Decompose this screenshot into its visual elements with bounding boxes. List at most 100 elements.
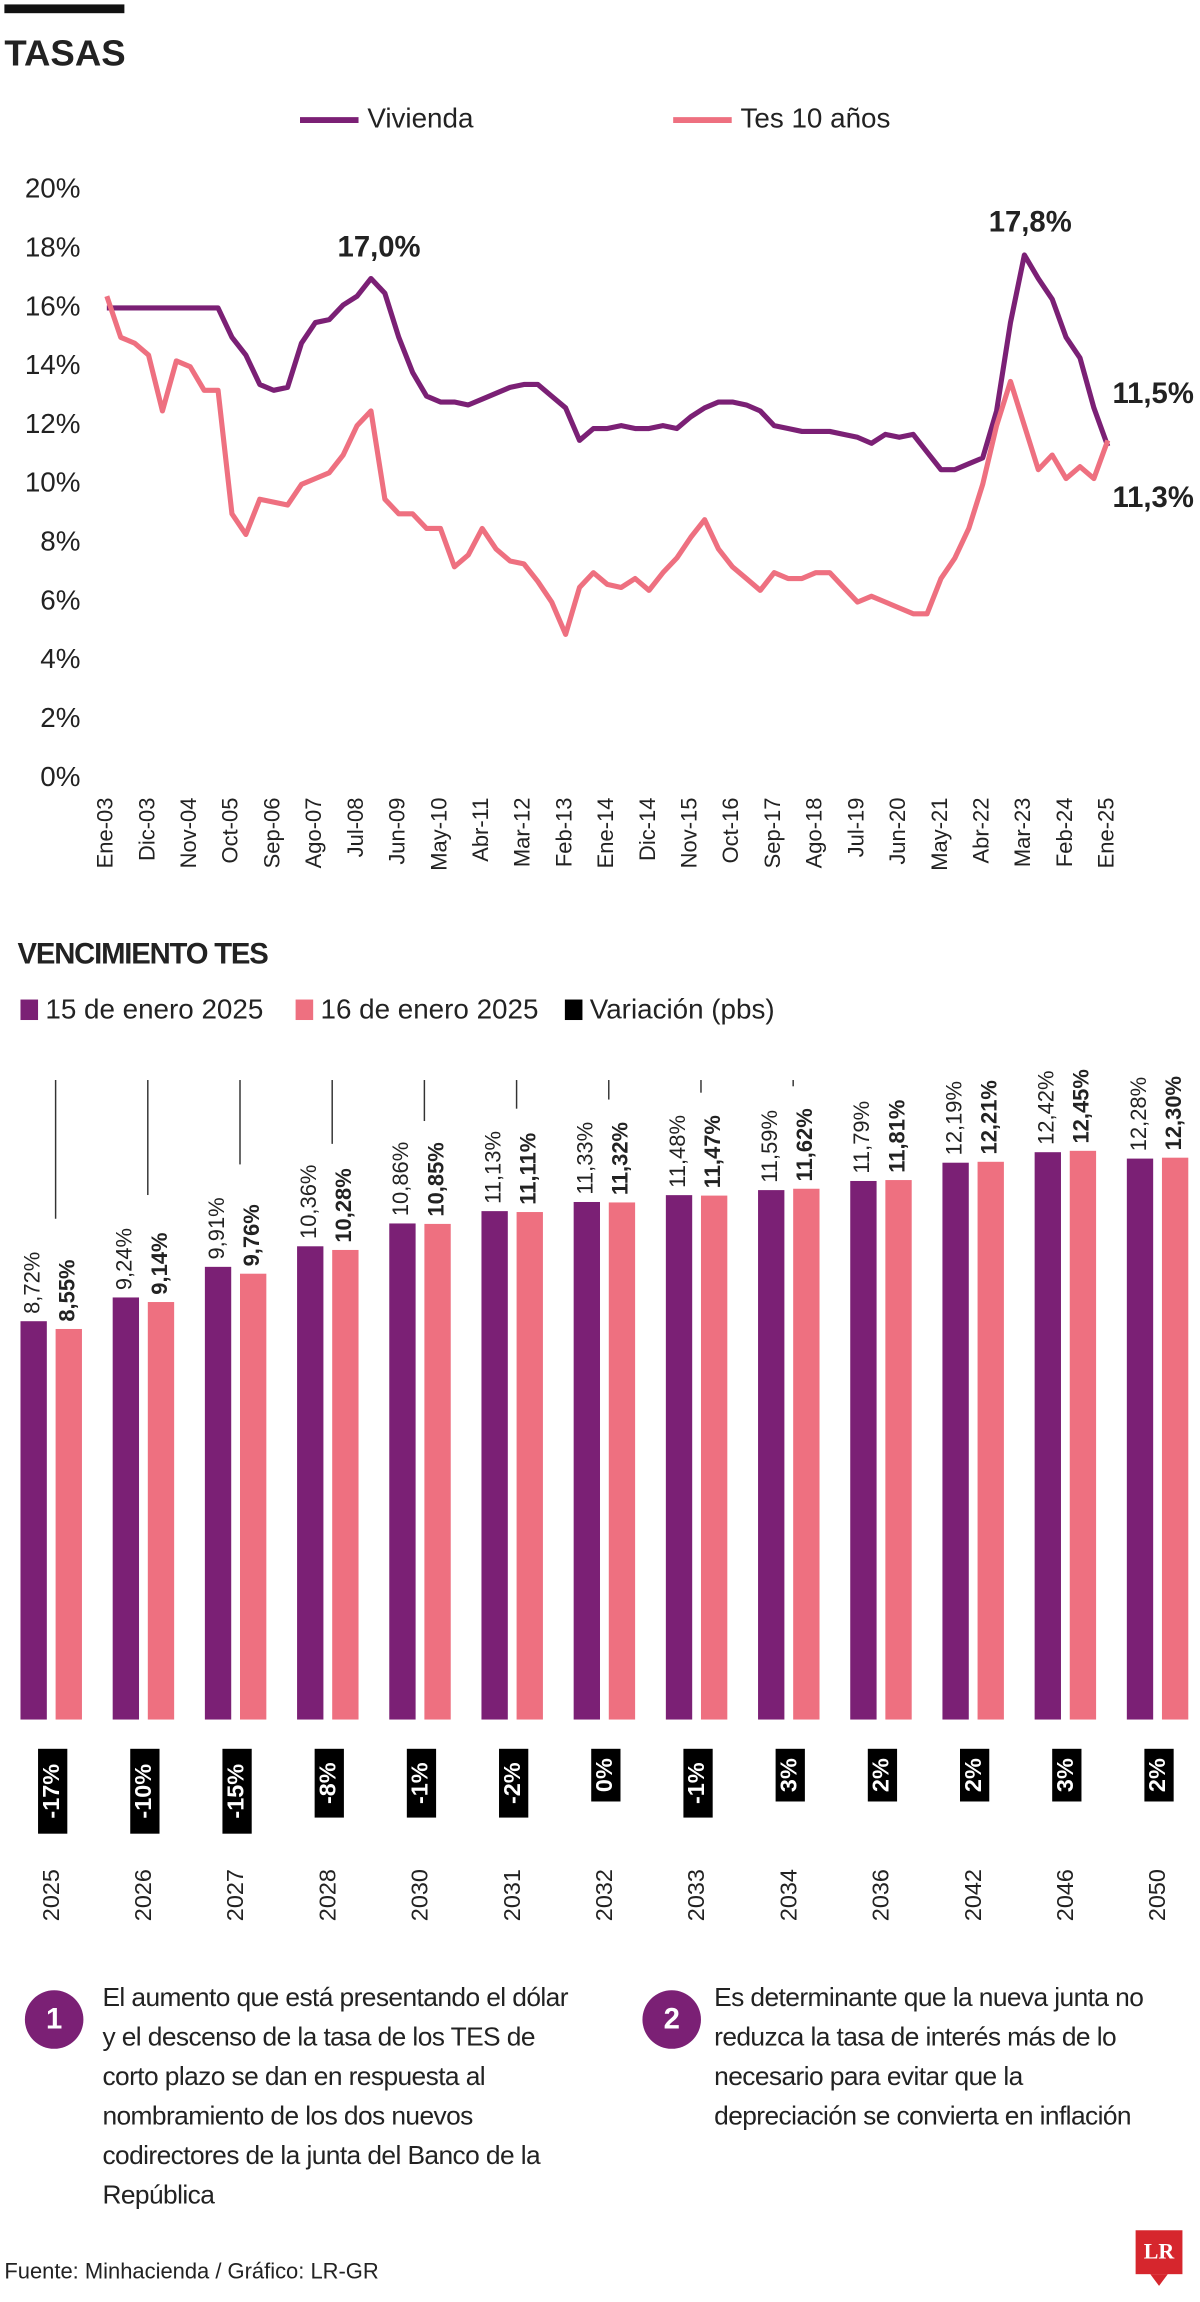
note-text: depreciación se convierta en inflación — [714, 2101, 1131, 2131]
variation-box — [130, 1748, 160, 1834]
note-number: 2 — [664, 2004, 680, 2036]
value-label: 12,21% — [977, 1080, 1002, 1154]
x-tick-label: Oct-16 — [718, 798, 743, 864]
value-label: 10,86% — [388, 1142, 413, 1216]
x-tick-label: Abr-11 — [468, 798, 493, 862]
x-tick-label: 2031 — [499, 1869, 525, 1921]
bar — [573, 1201, 600, 1720]
value-label: 10,85% — [423, 1142, 448, 1216]
x-tick-label: Nov-15 — [677, 798, 702, 869]
value-label: 12,19% — [941, 1081, 966, 1155]
variation-box — [499, 1748, 529, 1818]
source: Fuente: Minhacienda / Gráfico: LR-GR — [4, 2259, 378, 2284]
x-tick-label: 2050 — [1144, 1869, 1170, 1921]
bar — [608, 1202, 636, 1720]
x-tick-label: 2033 — [683, 1869, 709, 1921]
value-label: 9,91% — [204, 1197, 229, 1259]
legend-label: 15 de enero 2025 — [45, 994, 263, 1025]
value-label: 11,11% — [516, 1133, 541, 1205]
variation-label: -2% — [499, 1762, 525, 1804]
logo-box — [1135, 2230, 1183, 2275]
variation-label: -17% — [38, 1764, 64, 1819]
bar — [665, 1195, 693, 1720]
value-label: 12,45% — [1069, 1069, 1094, 1143]
x-tick-label: 2046 — [1052, 1869, 1078, 1921]
note-text: El aumento que está presentando el dólar — [102, 1982, 568, 2012]
x-tick-label: Dic-03 — [134, 798, 159, 861]
x-tick-label: Jul-19 — [843, 798, 868, 858]
bar — [793, 1188, 820, 1720]
note-text: codirectores de la junta del Banco de la — [102, 2140, 541, 2170]
variation-label: 2% — [868, 1758, 894, 1792]
x-tick-label: 2027 — [222, 1869, 248, 1921]
y-tick-label: 14% — [25, 349, 81, 380]
value-label: 9,14% — [147, 1233, 172, 1295]
x-tick-label: May-21 — [927, 798, 952, 871]
value-label: 11,79% — [849, 1101, 874, 1174]
bar — [240, 1273, 267, 1720]
variation-box — [867, 1748, 898, 1802]
x-tick-label: Oct-05 — [218, 798, 243, 864]
value-label: 11,32% — [608, 1122, 633, 1195]
series-line — [106, 252, 1111, 473]
x-tick-label: Mar-23 — [1010, 798, 1035, 867]
x-tick-label: Ene-03 — [93, 798, 118, 869]
variation-label: -1% — [683, 1762, 709, 1804]
variation-label: 3% — [1052, 1758, 1078, 1792]
note-text: Es determinante que la nueva junta no — [714, 1982, 1143, 2012]
bar — [1069, 1150, 1097, 1720]
bar — [204, 1266, 232, 1720]
variation-label: 3% — [775, 1758, 801, 1792]
value-label: 11,13% — [480, 1131, 505, 1204]
bar — [758, 1190, 785, 1720]
y-tick-label: 16% — [25, 290, 81, 321]
value-label: 10,28% — [331, 1168, 356, 1242]
value-label: 8,72% — [19, 1252, 44, 1314]
x-tick-label: Ene-14 — [593, 798, 618, 869]
x-tick-label: May-10 — [426, 798, 451, 871]
variation-box — [222, 1748, 252, 1834]
x-tick-label: 2025 — [38, 1869, 64, 1921]
variation-box — [960, 1748, 990, 1802]
x-tick-label: Jun-09 — [385, 798, 410, 865]
variation-box — [775, 1748, 805, 1802]
x-tick-label: Sep-17 — [760, 798, 785, 869]
logo: LR — [1144, 2239, 1176, 2264]
variation-box — [38, 1748, 68, 1834]
bar — [1126, 1158, 1154, 1720]
value-label: 9,24% — [112, 1228, 137, 1290]
variation-box — [406, 1748, 437, 1818]
x-tick-label: 2034 — [775, 1869, 801, 1921]
y-tick-label: 12% — [25, 408, 81, 439]
x-tick-label: 2032 — [591, 1869, 617, 1921]
bar — [977, 1161, 1004, 1720]
value-label: 11,47% — [700, 1115, 725, 1188]
annotation: 17,8% — [989, 207, 1072, 239]
note-text: reduzca la tasa de interés más de lo — [714, 2022, 1116, 2052]
x-tick-label: Abr-22 — [968, 798, 993, 864]
value-label: 11,33% — [573, 1122, 598, 1195]
value-label: 11,48% — [665, 1115, 690, 1188]
bar — [850, 1180, 877, 1720]
x-tick-label: Dic-14 — [635, 798, 660, 861]
x-tick-label: Ago-18 — [802, 798, 827, 869]
value-label: 11,59% — [757, 1110, 782, 1183]
bar — [297, 1246, 324, 1720]
value-label: 9,76% — [239, 1204, 264, 1266]
bar — [112, 1297, 140, 1720]
bar — [147, 1302, 175, 1720]
variation-box — [1144, 1748, 1174, 1802]
legend-label: Vivienda — [367, 102, 474, 133]
value-label: 12,42% — [1034, 1070, 1059, 1144]
variation-box — [314, 1748, 344, 1818]
y-tick-label: 18% — [25, 231, 81, 262]
variation-label: -8% — [314, 1762, 340, 1804]
x-tick-label: Jul-08 — [343, 798, 368, 858]
bar — [1034, 1152, 1061, 1720]
variation-box — [683, 1748, 713, 1818]
value-label: 11,62% — [792, 1108, 817, 1181]
x-tick-label: Feb-24 — [1052, 798, 1077, 868]
bar — [885, 1180, 912, 1720]
y-tick-label: 4% — [40, 643, 80, 674]
